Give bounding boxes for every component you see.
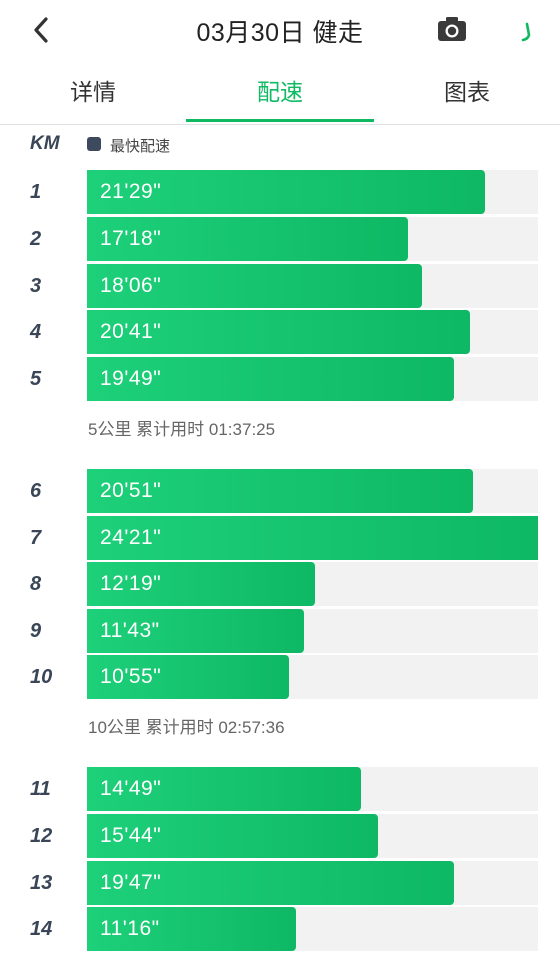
pace-value: 11'16" — [100, 917, 160, 940]
pace-bar — [87, 861, 454, 905]
pace-bar — [87, 264, 422, 308]
km-row: 8 12'19" — [0, 562, 560, 606]
tab-charts[interactable]: 图表 — [444, 79, 490, 105]
pace-bar-track: 11'16" — [87, 907, 538, 951]
km-label: 12 — [30, 825, 53, 847]
pace-value: 11'43" — [100, 619, 160, 642]
pace-bar-track: 20'41" — [87, 310, 538, 354]
pace-bar — [87, 767, 361, 811]
pace-bar-track: 19'47" — [87, 861, 538, 905]
km-row: 6 20'51" — [0, 469, 560, 513]
pace-bar-track: 24'21" — [87, 516, 538, 560]
pace-bar — [87, 609, 304, 653]
legend-row: KM 最快配速 — [0, 132, 560, 158]
pace-bar — [87, 217, 408, 261]
pace-value: 19'49" — [100, 367, 162, 390]
km-row: 10 10'55" — [0, 655, 560, 699]
km-label: 9 — [30, 620, 42, 642]
km-row: 11 14'49" — [0, 767, 560, 811]
km-row: 12 15'44" — [0, 814, 560, 858]
pace-bar-track: 12'19" — [87, 562, 538, 606]
km-label: 13 — [30, 872, 53, 894]
km-row: 14 11'16" — [0, 907, 560, 951]
pace-value: 18'06" — [100, 274, 162, 297]
pace-bar-track: 15'44" — [87, 814, 538, 858]
pace-value: 12'19" — [100, 572, 162, 595]
pace-value: 17'18" — [100, 227, 162, 250]
km-label: 2 — [30, 228, 42, 250]
km-label: 5 — [30, 368, 42, 390]
share-icon[interactable] — [518, 18, 540, 42]
pace-bar — [87, 814, 378, 858]
pace-bar — [87, 516, 538, 560]
km-column-header: KM — [30, 133, 60, 154]
km-row: 4 20'41" — [0, 310, 560, 354]
active-tab-indicator — [186, 119, 374, 122]
pace-value: 14'49" — [100, 777, 162, 800]
cumulative-time-summary: 5公里 累计用时 01:37:25 — [88, 420, 276, 439]
pace-bar — [87, 357, 454, 401]
km-label: 11 — [30, 778, 51, 800]
pace-value: 19'47" — [100, 871, 162, 894]
legend-label: 最快配速 — [110, 138, 171, 155]
pace-value: 24'21" — [100, 526, 162, 549]
pace-bar — [87, 655, 289, 699]
pace-bar-track: 11'43" — [87, 609, 538, 653]
tab-pace[interactable]: 配速 — [257, 79, 303, 105]
km-row: 1 21'29" — [0, 170, 560, 214]
pace-value: 20'51" — [100, 479, 162, 502]
pace-bar-track: 18'06" — [87, 264, 538, 308]
pace-bar — [87, 310, 470, 354]
km-label: 1 — [30, 181, 42, 203]
pace-bar — [87, 907, 296, 951]
pace-value: 20'41" — [100, 320, 162, 343]
page-title: 03月30日 健走 — [196, 19, 364, 47]
pace-value: 15'44" — [100, 824, 162, 847]
legend-swatch — [87, 137, 101, 151]
cumulative-time-summary: 10公里 累计用时 02:57:36 — [88, 718, 285, 737]
back-arrow-icon[interactable] — [22, 10, 62, 50]
tab-details[interactable]: 详情 — [70, 79, 116, 105]
km-label: 10 — [30, 666, 53, 688]
pace-bar-track: 14'49" — [87, 767, 538, 811]
pace-bar-track: 21'29" — [87, 170, 538, 214]
km-row: 13 19'47" — [0, 861, 560, 905]
km-label: 7 — [30, 527, 42, 549]
km-label: 3 — [30, 275, 42, 297]
km-row: 5 19'49" — [0, 357, 560, 401]
pace-value: 10'55" — [100, 665, 162, 688]
km-row: 3 18'06" — [0, 264, 560, 308]
km-row: 7 24'21" — [0, 516, 560, 560]
km-row: 2 17'18" — [0, 217, 560, 261]
km-label: 8 — [30, 573, 42, 595]
pace-bar-track: 20'51" — [87, 469, 538, 513]
top-bar: 03月30日 健走 — [0, 0, 560, 60]
camera-icon[interactable] — [432, 12, 472, 48]
km-label: 4 — [30, 321, 42, 343]
pace-bar — [87, 469, 473, 513]
pace-bar — [87, 562, 315, 606]
pace-bar-track: 17'18" — [87, 217, 538, 261]
km-label: 14 — [30, 918, 53, 940]
km-row: 9 11'43" — [0, 609, 560, 653]
km-label: 6 — [30, 480, 42, 502]
pace-bar-track: 19'49" — [87, 357, 538, 401]
pace-value: 21'29" — [100, 180, 162, 203]
pace-bar — [87, 170, 485, 214]
tab-bar: 详情 配速 图表 — [0, 66, 560, 125]
pace-bar-track: 10'55" — [87, 655, 538, 699]
